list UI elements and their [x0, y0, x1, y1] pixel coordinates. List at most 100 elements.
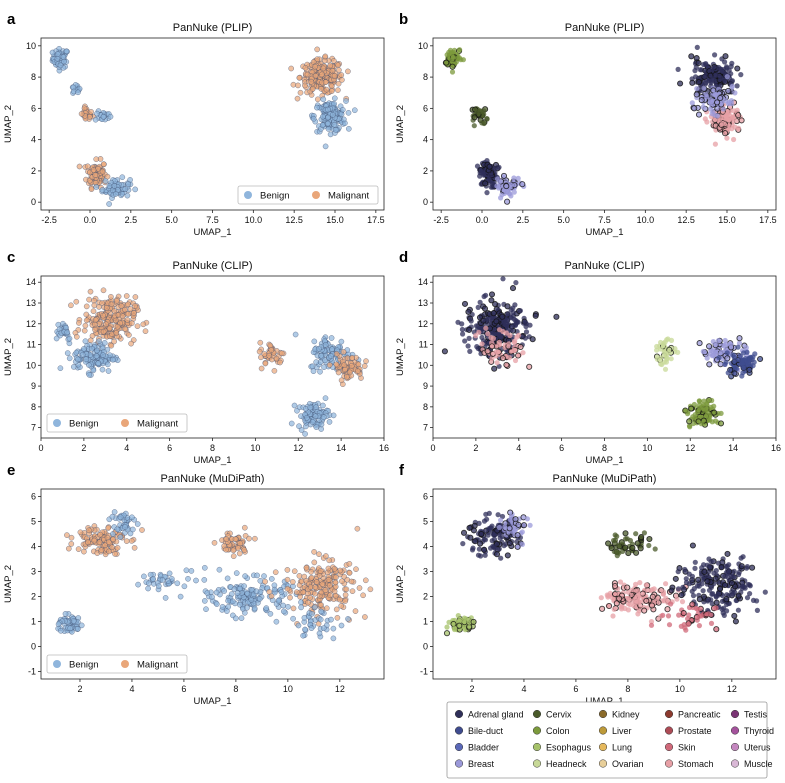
- data-point-cervix: [638, 534, 645, 541]
- data-point-adrenal-gland: [731, 612, 738, 619]
- data-point-adrenal-gland: [504, 552, 511, 559]
- data-point-stomach: [633, 581, 639, 588]
- data-point-malignant: [128, 340, 134, 347]
- data-point-stomach: [512, 357, 519, 364]
- y-tick-label: 5: [423, 517, 428, 527]
- data-point-adrenal-gland: [675, 569, 681, 575]
- data-point-breast: [714, 99, 721, 106]
- data-point-stomach: [618, 604, 625, 610]
- data-point-benign: [296, 423, 302, 430]
- data-point-malignant: [346, 570, 353, 576]
- data-point-adrenal-gland: [488, 291, 496, 298]
- data-point-malignant: [223, 536, 230, 543]
- data-point-malignant: [86, 527, 92, 534]
- legend-marker-benign: [53, 419, 61, 427]
- y-tick-label: 4: [423, 542, 428, 552]
- data-point-benign: [79, 351, 86, 358]
- data-point-stomach: [516, 332, 522, 338]
- data-point-breast: [700, 348, 706, 355]
- data-point-benign: [145, 585, 151, 592]
- data-point-bile-duct: [725, 370, 731, 376]
- x-tick-label: 6: [573, 684, 578, 694]
- data-point-benign: [134, 521, 141, 527]
- data-point-malignant: [123, 538, 130, 544]
- data-point-breast: [698, 97, 705, 104]
- data-point-benign: [93, 184, 100, 190]
- data-point-malignant: [308, 569, 314, 575]
- data-point-colon: [686, 418, 693, 425]
- data-point-malignant: [76, 163, 83, 170]
- x-tick-label: 12: [293, 443, 303, 453]
- data-point-malignant: [87, 114, 93, 120]
- data-point-bile-duct: [751, 359, 757, 365]
- data-point-malignant: [340, 349, 347, 355]
- data-point-malignant: [314, 96, 321, 103]
- data-point-malignant: [284, 585, 291, 592]
- data-point-benign: [351, 107, 358, 113]
- data-point-bile-duct: [752, 351, 758, 357]
- y-tick-label: 4: [31, 542, 36, 552]
- data-point-stomach: [476, 329, 482, 335]
- data-point-malignant: [82, 322, 89, 329]
- data-point-malignant: [235, 545, 241, 551]
- data-point-malignant: [83, 317, 90, 324]
- data-point-stomach: [627, 602, 633, 608]
- legend-box: [46, 654, 188, 674]
- y-tick-label: 12: [418, 319, 428, 329]
- data-point-breast: [693, 91, 700, 98]
- data-point-benign: [288, 420, 295, 427]
- data-point-stomach: [663, 581, 669, 587]
- data-point-benign: [75, 89, 81, 96]
- data-point-breast: [700, 104, 706, 110]
- data-point-adrenal-gland: [722, 573, 728, 580]
- scatter-points: [442, 44, 745, 205]
- data-point-malignant: [81, 327, 88, 334]
- data-point-adrenal-gland: [689, 79, 696, 86]
- data-point-adrenal-gland: [695, 576, 702, 583]
- data-point-breast: [704, 355, 710, 361]
- data-point-benign: [92, 116, 99, 123]
- data-point-cervix: [625, 550, 632, 557]
- data-point-benign: [320, 625, 327, 631]
- data-point-breast: [743, 345, 749, 351]
- panel-title: PanNuke (MuDiPath): [553, 473, 657, 485]
- binary-legend: Benign Malignant: [46, 654, 188, 674]
- data-point-bile-duct: [716, 355, 722, 361]
- y-axis-label: UMAP_2: [395, 565, 406, 603]
- y-tick-label: 12: [26, 319, 36, 329]
- data-point-adrenal-gland: [723, 596, 730, 603]
- data-point-adrenal-gland: [724, 550, 731, 557]
- data-point-skin: [665, 613, 672, 619]
- data-point-cervix: [622, 530, 629, 537]
- legend-label-bile-duct: Bile-duct: [468, 726, 504, 736]
- data-point-bile-duct: [723, 359, 729, 365]
- data-point-adrenal-gland: [722, 59, 728, 65]
- data-point-adrenal-gland: [693, 55, 700, 62]
- data-point-stomach: [507, 332, 513, 339]
- data-point-adrenal-gland: [513, 280, 519, 286]
- data-point-stomach: [712, 141, 719, 147]
- data-point-cervix: [471, 114, 478, 121]
- y-axis-label: UMAP_2: [395, 105, 406, 143]
- data-point-malignant: [294, 95, 301, 102]
- data-point-benign: [330, 635, 337, 642]
- data-point-benign: [261, 573, 267, 579]
- data-point-malignant: [86, 296, 92, 303]
- data-point-stomach: [624, 584, 631, 591]
- data-point-breast: [732, 90, 738, 96]
- data-point-malignant: [230, 547, 237, 554]
- data-point-stomach: [484, 348, 491, 355]
- data-point-benign: [311, 338, 318, 345]
- data-point-malignant: [313, 579, 320, 585]
- data-point-breast: [712, 350, 719, 356]
- data-point-skin: [695, 607, 701, 613]
- data-point-benign: [129, 514, 135, 521]
- data-point-benign: [332, 127, 339, 133]
- data-point-breast: [720, 106, 726, 112]
- data-point-malignant: [100, 161, 107, 167]
- data-point-benign: [122, 524, 128, 530]
- data-point-malignant: [256, 348, 263, 355]
- data-point-malignant: [339, 578, 345, 585]
- data-point-malignant: [308, 79, 315, 85]
- data-point-malignant: [319, 71, 325, 78]
